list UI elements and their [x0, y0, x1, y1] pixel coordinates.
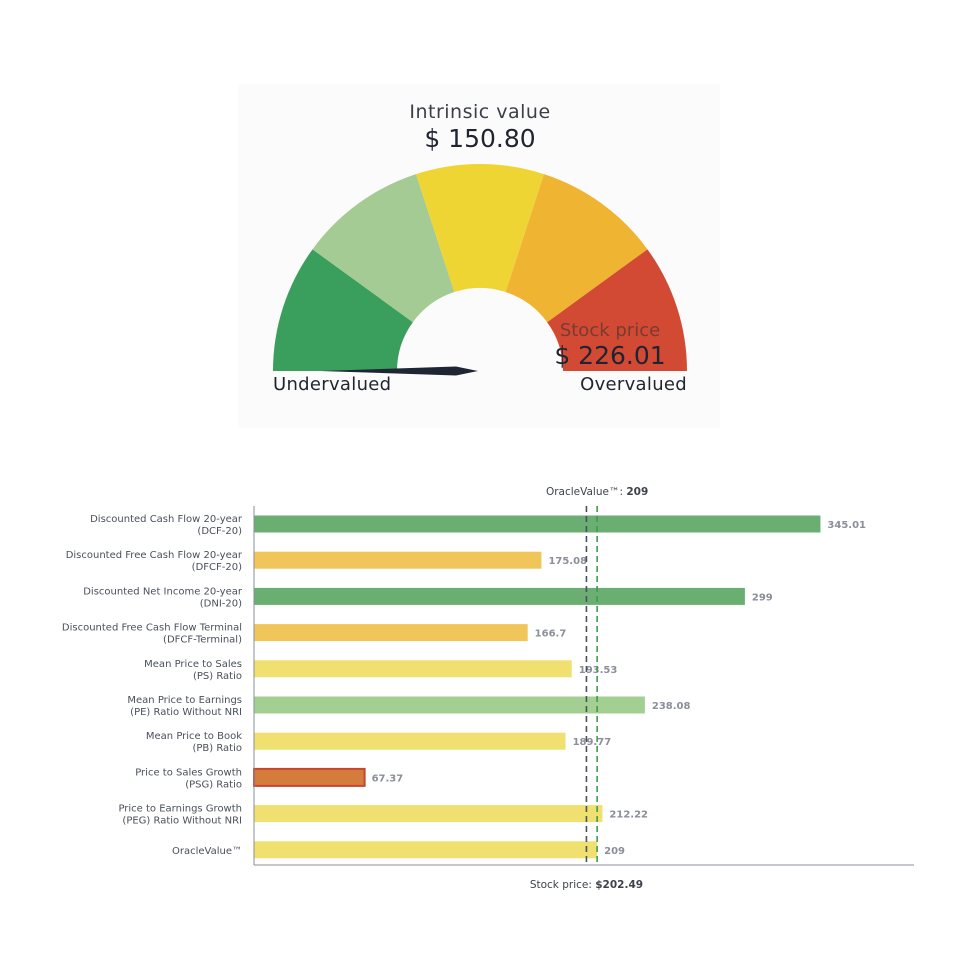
valuation-gauge: Intrinsic value $ 150.80 Stock price $ 2…: [273, 101, 687, 395]
category-label-line: Price to Sales Growth: [135, 767, 242, 778]
bar-10: [254, 841, 598, 859]
stock-price-label: Stock price: $202.49: [530, 879, 643, 891]
category-label-line: Price to Earnings Growth: [118, 804, 242, 815]
bar-value-label: 238.08: [652, 701, 691, 712]
stock-price-value: $ 226.01: [554, 341, 665, 370]
stock-price-label-value: $202.49: [595, 879, 643, 891]
oracle-value-label: OracleValue™: 209: [546, 486, 648, 498]
gauge-segment-1: [273, 249, 413, 371]
bar-9: [254, 805, 603, 823]
intrinsic-value: $ 150.80: [424, 124, 535, 153]
bar-value-label: 212.22: [609, 810, 648, 821]
valuation-bar-chart: 345.01 Discounted Cash Flow 20-year (DCF-2…: [62, 486, 914, 891]
category-label-line: Discounted Cash Flow 20-year: [90, 514, 243, 525]
bar-8: [253, 767, 366, 787]
bar-7: [254, 732, 566, 750]
category-label-line: (DCF-20): [197, 526, 242, 537]
category-label-line: (DFCF-20): [192, 562, 242, 573]
category-label-line: Discounted Free Cash Flow Terminal: [62, 623, 242, 634]
category-label-line: (PSG) Ratio: [185, 779, 242, 790]
category-label-line: (DNI-20): [200, 598, 242, 609]
bar-4: [254, 624, 528, 642]
overvalued-label: Overvalued: [580, 374, 687, 395]
gauge-segment-5: [547, 249, 687, 371]
bar-value-label: 166.7: [535, 629, 567, 640]
category-label-line: (PE) Ratio Without NRI: [130, 707, 242, 718]
category-label: Discounted Cash Flow 20-year (DCF-20): [90, 514, 243, 537]
category-label-line: (PEG) Ratio Without NRI: [122, 816, 242, 827]
category-label: Price to Earnings Growth (PEG) Ratio With…: [118, 804, 242, 827]
category-label: Discounted Free Cash Flow 20-year (DFCF-2…: [66, 550, 243, 573]
bar-1: [254, 515, 821, 533]
bar-2: [254, 551, 542, 569]
bar-value-label: 193.53: [579, 665, 618, 676]
category-label-line: Mean Price to Book: [146, 731, 242, 742]
gauge-segment-2: [312, 174, 455, 323]
bar-6: [254, 696, 645, 714]
category-label: OracleValue™: [172, 846, 242, 857]
category-label: Mean Price to Sales (PS) Ratio: [144, 659, 242, 682]
bar-3: [254, 587, 745, 605]
gauge-segment-4: [505, 174, 648, 323]
category-label-line: (PS) Ratio: [193, 671, 242, 682]
bar-value-label: 175.08: [548, 556, 587, 567]
gauge-title: Intrinsic value: [409, 101, 550, 123]
bar-5: [254, 660, 572, 678]
oracle-value-label-text: OracleValue™:: [546, 486, 626, 498]
category-label: Mean Price to Book (PB) Ratio: [146, 731, 242, 754]
category-label-line: Discounted Free Cash Flow 20-year: [66, 550, 243, 561]
bar-value-label: 67.37: [372, 773, 404, 784]
oracle-value-label-value: 209: [626, 486, 648, 498]
undervalued-label: Undervalued: [273, 374, 391, 395]
gauge-needle: [320, 366, 478, 376]
valuation-gauge-panel: Intrinsic value $ 150.80 Stock price $ 2…: [238, 84, 720, 428]
stock-price-title: Stock price: [560, 320, 660, 341]
bar-value-label: 345.01: [827, 520, 866, 531]
gauge-segment-3: [416, 164, 544, 293]
category-label: Discounted Free Cash Flow Terminal (DFCF-…: [62, 623, 242, 646]
stock-price-label-text: Stock price:: [530, 879, 595, 891]
category-label-line: (DFCF-Terminal): [163, 635, 242, 646]
category-label: Discounted Net Income 20-year (DNI-20): [83, 586, 243, 609]
category-label-line: OracleValue™: [172, 846, 242, 857]
category-label-line: Mean Price to Earnings: [127, 695, 242, 706]
bar-value-label: 189.77: [573, 737, 612, 748]
category-label-line: Discounted Net Income 20-year: [83, 586, 243, 597]
bar-value-label: 299: [752, 592, 773, 603]
category-label-line: Mean Price to Sales: [144, 659, 242, 670]
category-label: Mean Price to Earnings (PE) Ratio Without…: [127, 695, 242, 718]
category-label-line: (PB) Ratio: [192, 743, 242, 754]
bar-value-label: 209: [604, 846, 625, 857]
category-label: Price to Sales Growth (PSG) Ratio: [135, 767, 242, 790]
